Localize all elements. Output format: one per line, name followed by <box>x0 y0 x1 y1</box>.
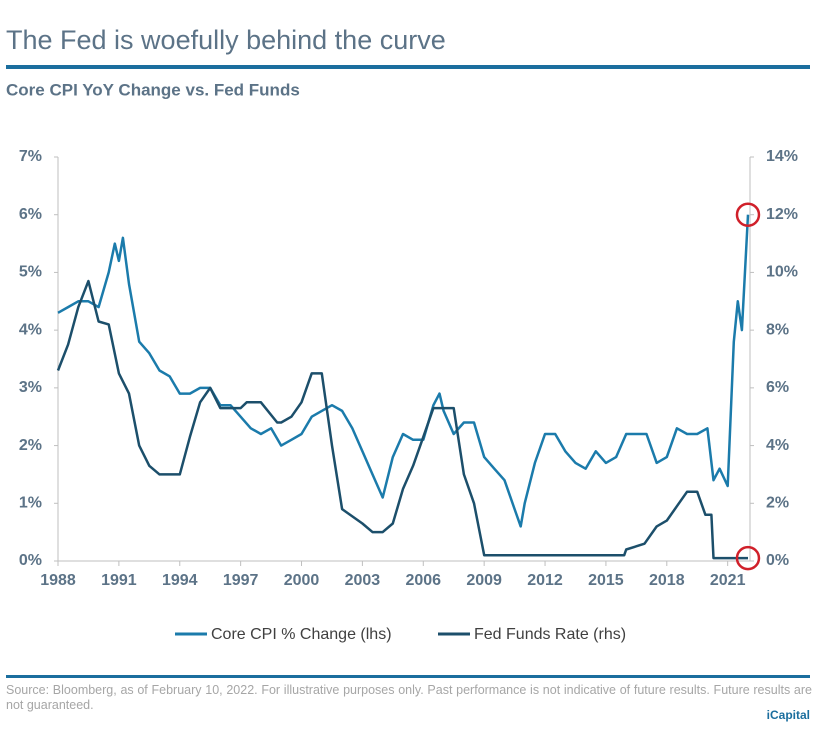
y-tick-label: 6% <box>19 206 42 223</box>
x-tick-label: 1994 <box>162 572 198 589</box>
series-line <box>57 214 750 528</box>
x-tick-label: 1997 <box>223 572 259 589</box>
brand: iCapital <box>767 708 810 722</box>
legend-label: Fed Funds Rate (rhs) <box>474 626 626 643</box>
footer-rule <box>6 675 810 678</box>
x-tick-label: 2015 <box>588 572 624 589</box>
y-tick-label: 1% <box>19 495 42 512</box>
highlight-circle <box>735 202 761 227</box>
y2-tick-label: 10% <box>766 264 798 281</box>
source-box: Source: Bloomberg, as of February 10, 20… <box>6 683 812 712</box>
y-tick-label: 0% <box>19 552 42 569</box>
title-rule <box>6 65 810 69</box>
chart-subtitle: Core CPI YoY Change vs. Fed Funds <box>6 80 300 99</box>
y2-tick-label: 4% <box>766 437 789 454</box>
chart-title: The Fed is woefully behind the curve <box>6 25 446 55</box>
y2-tick-label: 12% <box>766 206 798 223</box>
source: Source: Bloomberg, as of February 10, 20… <box>6 683 812 712</box>
y2-tick-label: 8% <box>766 321 789 338</box>
y2-tick-label: 6% <box>766 379 789 396</box>
y2-tick-label: 2% <box>766 495 789 512</box>
y-tick-label: 7% <box>19 148 42 165</box>
x-tick-label: 1988 <box>40 572 76 589</box>
x-tick-label: 2012 <box>527 572 563 589</box>
y-tick-label: 3% <box>19 379 42 396</box>
y-tick-label: 2% <box>19 437 42 454</box>
x-tick-label: 2018 <box>649 572 685 589</box>
y-tick-label: 4% <box>19 321 42 338</box>
highlight-circle <box>735 545 761 571</box>
series-line <box>56 279 748 560</box>
x-tick-label: 2021 <box>710 572 746 589</box>
legend-label: Core CPI % Change (lhs) <box>211 626 392 643</box>
x-tick-label: 2003 <box>345 572 381 589</box>
y-tick-label: 5% <box>19 264 42 281</box>
x-tick-label: 2009 <box>466 572 502 589</box>
x-tick-label: 2000 <box>284 572 320 589</box>
y2-tick-label: 0% <box>766 552 789 569</box>
x-tick-label: 2006 <box>405 572 441 589</box>
y2-tick-label: 14% <box>766 148 798 165</box>
x-tick-label: 1991 <box>101 572 137 589</box>
